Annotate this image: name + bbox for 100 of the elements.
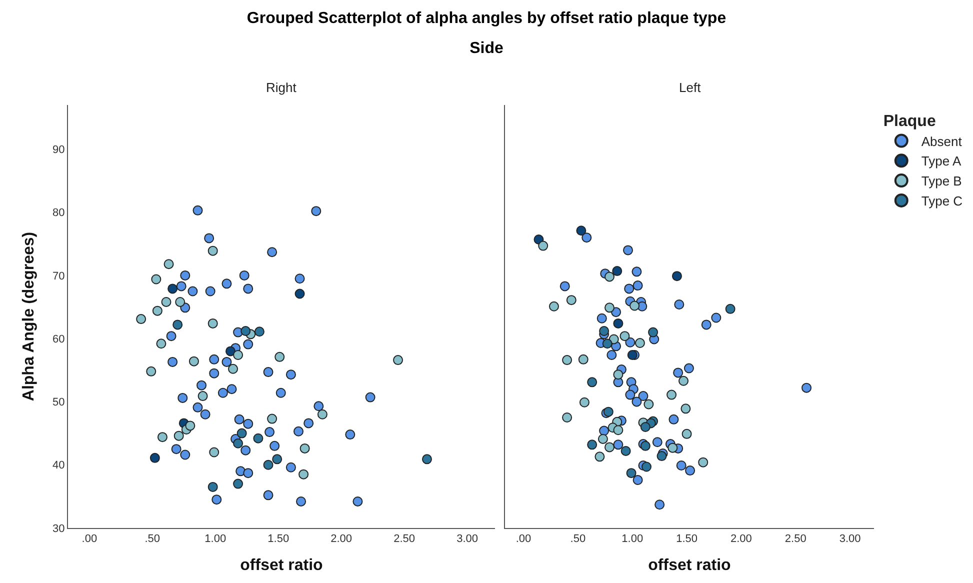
point	[152, 306, 162, 316]
point	[218, 388, 228, 398]
point	[161, 296, 172, 307]
x-tick-label: .50	[144, 533, 160, 546]
point	[393, 355, 404, 366]
point	[613, 440, 624, 450]
point	[286, 370, 296, 380]
point	[272, 454, 282, 464]
x-tick-label: 1.50	[268, 533, 290, 546]
point	[208, 482, 218, 492]
point	[270, 440, 280, 451]
point	[632, 396, 642, 407]
y-tick-label: 70	[52, 270, 65, 282]
point	[192, 402, 203, 412]
point	[228, 364, 238, 374]
point	[627, 350, 638, 360]
point	[673, 368, 684, 378]
x-tick-label: 2.50	[784, 533, 806, 546]
point	[613, 318, 624, 328]
legend-title: Plaque	[883, 112, 936, 130]
point	[538, 240, 548, 251]
text: Right	[266, 80, 297, 95]
x-tick-label: 3.00	[839, 533, 861, 546]
point	[236, 428, 247, 438]
x-tick-label: 1.00	[204, 533, 226, 546]
point	[192, 205, 203, 216]
point	[204, 233, 214, 244]
point	[656, 451, 667, 462]
point	[233, 438, 244, 448]
point	[233, 478, 244, 489]
y-tick-label: 90	[52, 144, 65, 156]
point	[226, 384, 237, 394]
point	[632, 280, 643, 291]
point	[562, 355, 572, 366]
x-axis-title: offset ratio	[648, 556, 732, 574]
point	[157, 432, 168, 442]
point	[682, 428, 692, 439]
point	[632, 266, 642, 277]
legend-label: Type A	[921, 154, 962, 169]
legend-label: Type C	[921, 194, 963, 209]
point	[604, 302, 614, 313]
point	[198, 391, 208, 402]
point	[701, 320, 712, 330]
point	[188, 286, 198, 296]
point	[243, 339, 254, 350]
point	[274, 352, 285, 362]
point	[208, 246, 218, 256]
point	[684, 363, 694, 374]
point	[652, 437, 662, 448]
point	[240, 326, 251, 336]
point	[594, 452, 605, 462]
point	[711, 312, 722, 323]
point	[276, 388, 286, 398]
x-tick-label: 2.50	[394, 533, 416, 546]
point	[222, 356, 232, 367]
point	[365, 392, 376, 402]
y-tick-label: 80	[52, 207, 65, 220]
point	[180, 450, 190, 460]
point	[243, 284, 254, 294]
point	[620, 331, 630, 342]
point	[263, 460, 274, 470]
point	[632, 475, 643, 486]
x-tick-label: 2.00	[730, 533, 752, 546]
point	[644, 399, 654, 410]
point	[222, 278, 232, 289]
point	[263, 490, 274, 500]
point	[587, 440, 598, 450]
point	[304, 418, 314, 428]
point	[626, 468, 636, 478]
point	[317, 409, 328, 420]
point	[200, 409, 210, 420]
point	[296, 496, 306, 506]
point	[234, 414, 244, 424]
point	[634, 338, 645, 348]
point	[314, 401, 324, 412]
point	[212, 494, 222, 505]
point	[175, 296, 186, 307]
point	[576, 226, 586, 236]
point	[725, 304, 736, 314]
x-tick-label: 1.00	[622, 533, 644, 546]
point	[168, 356, 178, 367]
point	[156, 338, 166, 349]
legend-label: Type B	[921, 174, 962, 189]
point	[802, 382, 812, 393]
point	[263, 367, 274, 378]
point	[311, 206, 322, 216]
point	[422, 454, 432, 464]
point	[604, 272, 614, 282]
point	[579, 397, 590, 408]
point	[668, 414, 679, 424]
point	[680, 404, 691, 414]
point	[171, 444, 182, 454]
point	[598, 434, 608, 444]
point	[638, 391, 648, 402]
point	[225, 346, 236, 356]
point	[625, 337, 636, 348]
point	[676, 460, 686, 470]
point	[560, 281, 570, 292]
point	[672, 271, 682, 282]
point	[188, 356, 199, 366]
